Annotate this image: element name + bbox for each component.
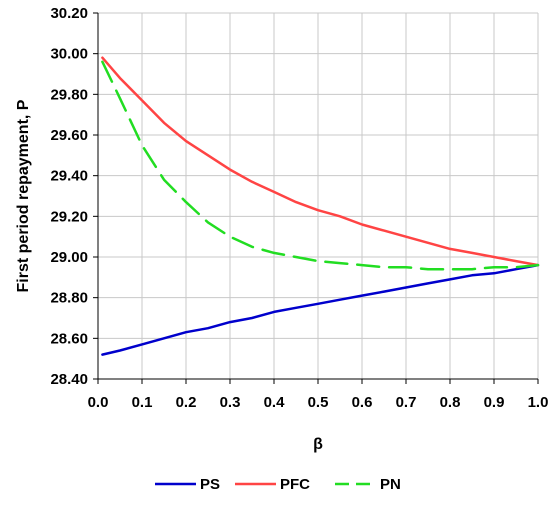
- x-tick-label: 1.0: [528, 394, 549, 411]
- y-tick-label: 29.40: [50, 168, 88, 185]
- y-axis-title: First period repayment, P: [15, 99, 32, 292]
- y-tick-label: 30.00: [50, 46, 88, 63]
- y-tick-label: 28.60: [50, 330, 88, 347]
- x-tick-label: 0.6: [352, 394, 373, 411]
- x-tick-label: 0.9: [484, 394, 505, 411]
- x-tick-label: 0.0: [88, 394, 109, 411]
- y-tick-label: 29.60: [50, 127, 88, 144]
- series-line-pfc: [101, 56, 540, 267]
- legend-label-pn: PN: [380, 476, 401, 493]
- y-tick-label: 29.20: [50, 208, 88, 225]
- y-tick-label: 29.00: [50, 249, 88, 266]
- x-tick-label: 0.2: [176, 394, 197, 411]
- y-tick-label: 28.80: [50, 290, 88, 307]
- x-tick-label: 0.4: [264, 394, 286, 411]
- y-tick-label: 28.40: [50, 371, 88, 388]
- y-tick-label: 29.80: [50, 86, 88, 103]
- legend-label-ps: PS: [200, 476, 220, 493]
- x-tick-label: 0.1: [132, 394, 153, 411]
- x-axis-title: β: [313, 436, 323, 453]
- x-tick-label: 0.7: [396, 394, 417, 411]
- x-tick-label: 0.5: [308, 394, 329, 411]
- series-line-pn: [101, 60, 540, 271]
- series-line-ps: [101, 263, 540, 356]
- x-tick-label: 0.3: [220, 394, 241, 411]
- y-tick-label: 30.20: [50, 5, 88, 22]
- legend-label-pfc: PFC: [280, 476, 310, 493]
- x-tick-label: 0.8: [440, 394, 461, 411]
- legend: PS PFC PN: [155, 476, 401, 493]
